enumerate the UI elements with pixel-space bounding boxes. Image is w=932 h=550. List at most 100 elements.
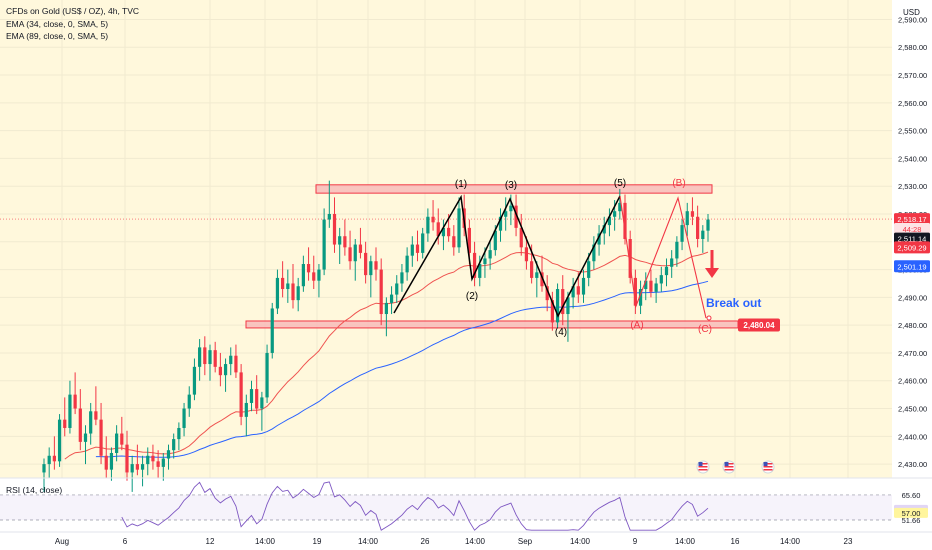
candle-body <box>151 455 155 462</box>
candle-body <box>130 464 134 473</box>
flag-stripe <box>698 466 708 468</box>
candle-body <box>374 261 378 270</box>
candle <box>379 258 383 326</box>
rsi-legend[interactable]: RSI (14, close) <box>6 485 63 495</box>
candle <box>571 277 575 309</box>
time-axis-label: 14:00 <box>358 537 379 546</box>
candle <box>343 219 347 256</box>
rsi-tag <box>894 507 928 518</box>
candle-body <box>384 302 388 315</box>
candle <box>581 269 586 303</box>
candle <box>213 341 217 373</box>
candle-body <box>618 202 622 212</box>
flag-stripe <box>698 469 708 471</box>
candle <box>664 258 669 287</box>
rsi-axis-label: 57.00 <box>902 509 921 518</box>
candle-body <box>638 289 643 306</box>
candle-body <box>670 258 674 267</box>
ema89-legend[interactable]: EMA (89, close, 0, SMA, 5) <box>6 31 109 41</box>
candle-body <box>208 350 212 365</box>
candle-body <box>524 247 529 262</box>
candle <box>597 225 601 256</box>
candle-body <box>644 280 648 290</box>
candle <box>400 264 404 292</box>
candle <box>229 347 233 376</box>
candle-body <box>369 261 373 276</box>
candle-body <box>509 205 513 212</box>
candle-body <box>327 213 331 220</box>
candle <box>421 227 425 259</box>
time-axis-label: Sep <box>518 537 533 546</box>
price-tag-label: 2,511.14 <box>898 235 927 244</box>
price-axis-label: 2,530.00 <box>898 182 927 191</box>
price-axis-label: 2,550.00 <box>898 127 927 136</box>
candle <box>706 213 710 242</box>
candle-body <box>581 277 586 295</box>
candle-body <box>312 272 316 281</box>
candle-body <box>654 283 658 292</box>
time-axis-label: 9 <box>633 537 638 546</box>
price-axis-label: 2,480.00 <box>898 321 927 330</box>
candle-body <box>472 252 477 278</box>
breakout-price-label: 2,480.04 <box>743 321 775 330</box>
candle <box>182 402 186 437</box>
price-tag <box>894 260 930 273</box>
flag-stripe <box>763 469 773 471</box>
candle-body <box>120 433 124 445</box>
price-tag <box>894 213 930 226</box>
candle-body <box>348 247 352 262</box>
price-axis-label: 2,580.00 <box>898 43 927 52</box>
candle-body <box>47 455 51 465</box>
candle <box>389 286 394 315</box>
price-tag-label: 2,518.17 <box>897 215 926 224</box>
price-tag-label: 44:28 <box>903 225 922 234</box>
candle-body <box>156 461 160 467</box>
candle <box>607 208 612 237</box>
symbol-title[interactable]: CFDs on Gold (US$ / OZ), 4h, TVC <box>6 6 140 16</box>
candle-body <box>514 205 518 228</box>
candle <box>140 455 145 487</box>
candle <box>187 386 191 417</box>
candle <box>472 241 477 287</box>
candle <box>234 344 238 378</box>
candle-body <box>535 272 539 278</box>
candle <box>623 194 627 245</box>
candle <box>146 447 150 476</box>
candle <box>286 269 290 303</box>
candle <box>670 250 674 278</box>
resistance-zone <box>315 184 713 194</box>
candle <box>120 416 124 451</box>
candle <box>203 336 207 376</box>
candle-body <box>146 455 150 465</box>
candle-body <box>483 258 487 265</box>
candle-body <box>343 236 347 248</box>
flag-stripe <box>763 466 773 468</box>
candle-body <box>135 464 139 470</box>
candle-body <box>421 233 425 253</box>
candle-body <box>317 269 321 281</box>
candle-body <box>607 216 612 226</box>
candle-body <box>332 213 337 245</box>
candle-body <box>701 230 705 239</box>
candle <box>104 436 108 478</box>
time-axis-label: 19 <box>313 537 322 546</box>
candle <box>322 208 326 276</box>
candle-body <box>447 227 451 237</box>
candle-body <box>566 297 570 315</box>
candle <box>275 269 280 315</box>
flag-stripe <box>698 463 708 465</box>
candle-body <box>498 216 503 231</box>
down-arrow-head-icon <box>705 268 719 278</box>
candle <box>415 230 420 262</box>
candle-body <box>218 366 222 376</box>
price-axis-label: 2,440.00 <box>898 432 927 441</box>
candle <box>306 247 311 281</box>
breakout-point-icon <box>706 315 712 321</box>
candle-body <box>177 427 181 440</box>
candle <box>535 261 539 298</box>
corrective-label: (C) <box>698 324 712 335</box>
ema34-legend[interactable]: EMA (34, close, 0, SMA, 5) <box>6 18 109 29</box>
candle-body <box>379 269 383 315</box>
